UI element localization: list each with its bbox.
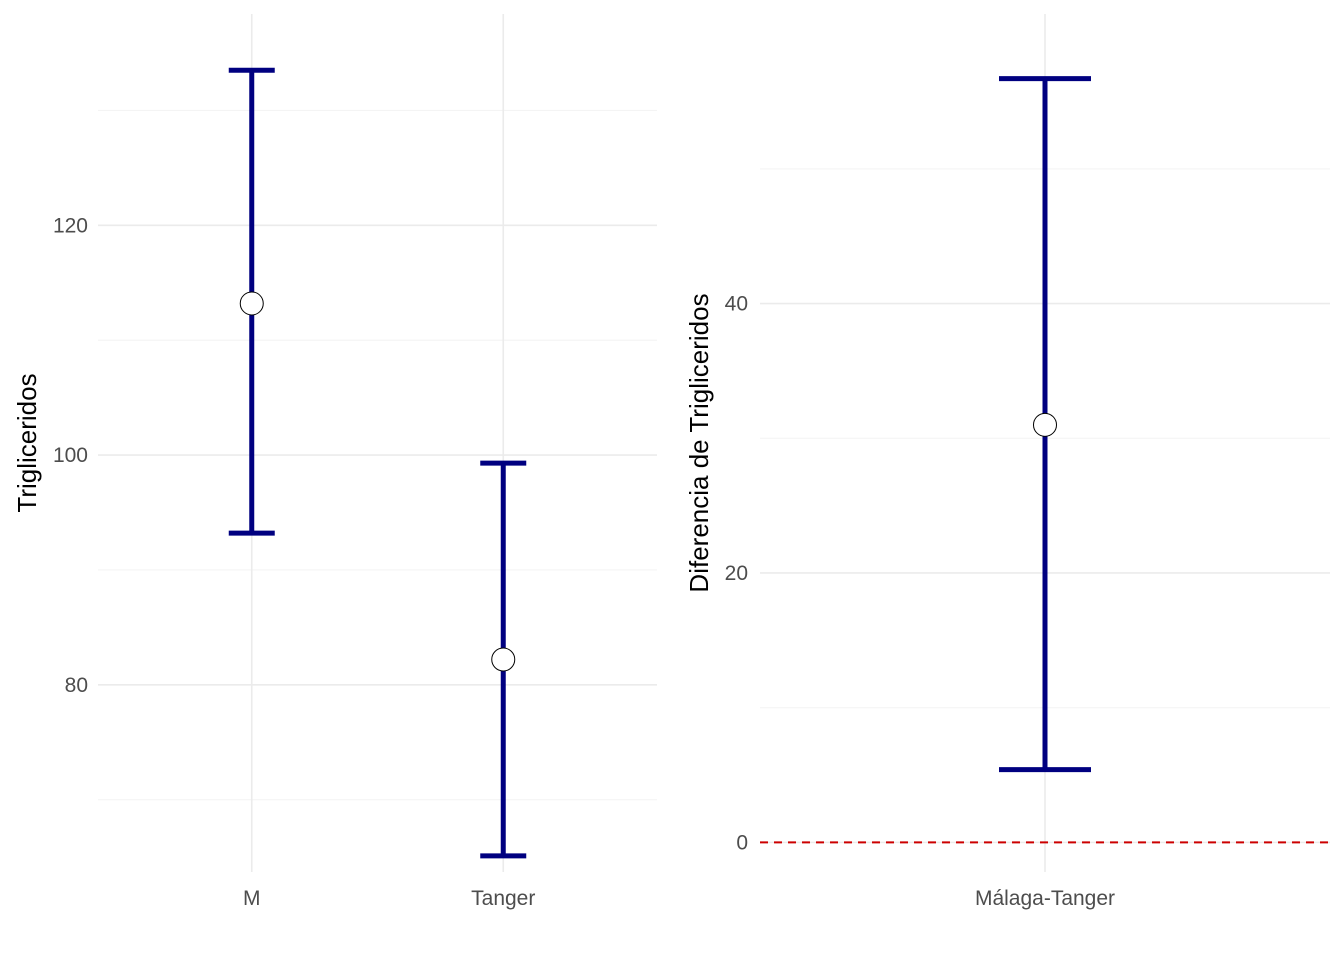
left-panel: 80 100 120 M Tanger Trigliceridos [12,14,657,910]
left-y-tick-label: 80 [65,674,88,697]
right-estimate-point [1033,412,1057,437]
right-y-tick-label: 0 [736,831,748,854]
left-tick-labels: 80 100 120 M Tanger [53,214,535,910]
left-data-marks [228,67,527,859]
right-y-tick-label: 20 [725,562,748,585]
left-y-tick-label: 100 [53,444,88,467]
right-x-tick-label: Málaga-Tanger [975,887,1115,910]
right-panel: 0 20 40 Málaga-Tanger Diferencia de Triglic… [684,14,1330,910]
left-estimate-point [491,647,516,672]
right-y-tick-label: 40 [725,293,748,316]
left-estimate-point [239,291,264,316]
left-x-tick-label: M [243,887,261,910]
right-data-marks [999,76,1091,773]
left-y-tick-label: 120 [53,214,88,237]
left-gridlines [98,14,657,872]
left-x-tick-label: Tanger [471,887,535,910]
left-y-axis-title: Trigliceridos [12,373,42,512]
right-tick-labels: 0 20 40 Málaga-Tanger [725,293,1115,910]
right-y-axis-title: Diferencia de Trigliceridos [684,293,714,592]
